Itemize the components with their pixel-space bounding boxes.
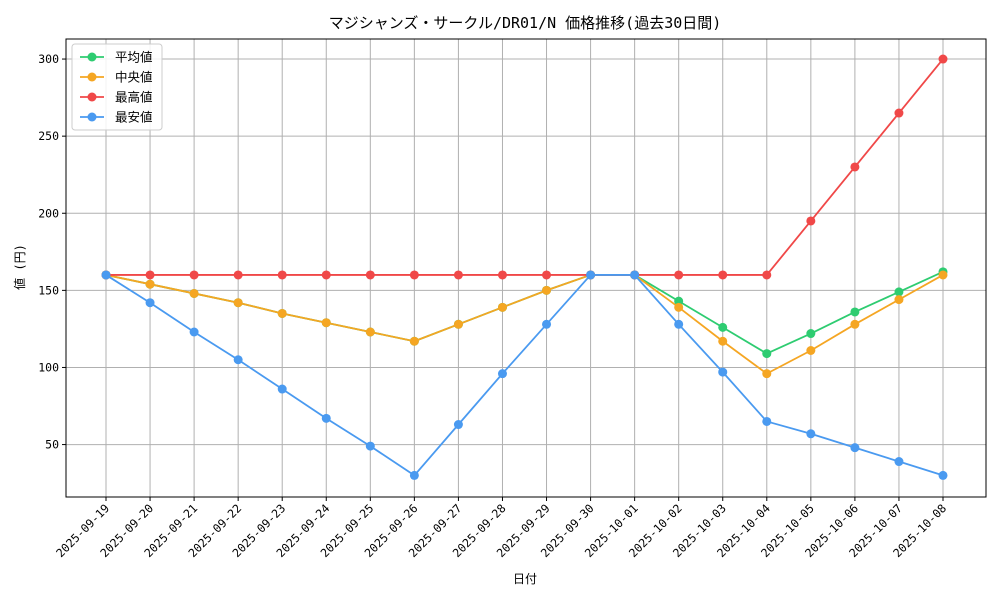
data-point (894, 457, 904, 467)
data-point (938, 270, 948, 280)
data-point (542, 285, 552, 295)
data-point (718, 270, 728, 280)
data-point (101, 270, 111, 280)
series-layer (101, 54, 948, 480)
data-point (894, 108, 904, 118)
data-point (850, 307, 860, 317)
data-point (497, 270, 507, 280)
legend-label: 平均値 (115, 50, 153, 65)
data-point (674, 270, 684, 280)
data-point (718, 367, 728, 377)
grid (66, 39, 986, 497)
data-point (762, 349, 772, 359)
series-line (105, 274, 944, 375)
data-point (806, 429, 816, 439)
series-4 (101, 270, 948, 480)
data-point (806, 346, 816, 356)
data-point (674, 319, 684, 329)
data-point (233, 355, 243, 365)
data-point (321, 318, 331, 328)
data-point (277, 270, 287, 280)
data-point (850, 162, 860, 172)
data-point (145, 279, 155, 289)
y-tick-label: 100 (38, 360, 59, 374)
legend-item: 中央値 (80, 70, 153, 85)
data-point (938, 470, 948, 480)
y-tick-label: 150 (38, 283, 59, 297)
data-point (674, 302, 684, 312)
y-tick-label: 50 (45, 438, 59, 452)
data-point (938, 54, 948, 64)
data-point (497, 369, 507, 379)
data-point (233, 298, 243, 308)
data-point (189, 288, 199, 298)
data-point (497, 302, 507, 312)
legend-label: 最高値 (115, 90, 153, 105)
data-point (365, 327, 375, 337)
data-point (453, 420, 463, 430)
legend-item: 最安値 (80, 110, 153, 125)
data-point (718, 336, 728, 346)
y-tick-label: 200 (38, 206, 59, 220)
legend-swatch-marker (87, 112, 97, 122)
data-point (850, 443, 860, 453)
legend-label: 中央値 (115, 70, 153, 85)
data-point (762, 270, 772, 280)
series-line (105, 274, 944, 477)
data-point (586, 270, 596, 280)
data-point (453, 270, 463, 280)
series-line (106, 58, 944, 276)
y-tick-label: 300 (38, 52, 59, 66)
legend-swatch-marker (87, 92, 97, 102)
data-point (806, 216, 816, 226)
data-point (365, 270, 375, 280)
data-point (542, 270, 552, 280)
chart-title: マジシャンズ・サークル/DR01/N 価格推移(過去30日間) (329, 14, 722, 32)
legend-swatch-marker (87, 52, 97, 62)
data-point (189, 270, 199, 280)
data-point (365, 441, 375, 451)
data-point (233, 270, 243, 280)
data-point (630, 270, 640, 280)
legend-label: 最安値 (115, 110, 153, 125)
y-tick-label: 250 (38, 129, 59, 143)
data-point (189, 327, 199, 337)
data-point (409, 270, 419, 280)
data-point (145, 298, 155, 308)
data-point (409, 470, 419, 480)
data-point (453, 319, 463, 329)
data-point (277, 384, 287, 394)
x-axis-label: 日付 (513, 572, 537, 586)
legend-box (71, 43, 163, 131)
plot-frame (65, 38, 987, 498)
data-point (894, 295, 904, 305)
legend-swatch-marker (87, 72, 97, 82)
data-point (321, 413, 331, 423)
data-point (850, 319, 860, 329)
data-point (806, 329, 816, 339)
data-point (894, 287, 904, 297)
data-point (409, 336, 419, 346)
data-point (762, 416, 772, 426)
legend-item: 平均値 (80, 50, 153, 65)
data-point (277, 308, 287, 318)
data-point (718, 322, 728, 332)
y-axis-label: 値 (円) (12, 244, 27, 290)
data-point (762, 369, 772, 379)
data-point (542, 319, 552, 329)
data-point (321, 270, 331, 280)
data-point (674, 296, 684, 306)
data-point (145, 270, 155, 280)
legend-item: 最高値 (80, 90, 153, 105)
